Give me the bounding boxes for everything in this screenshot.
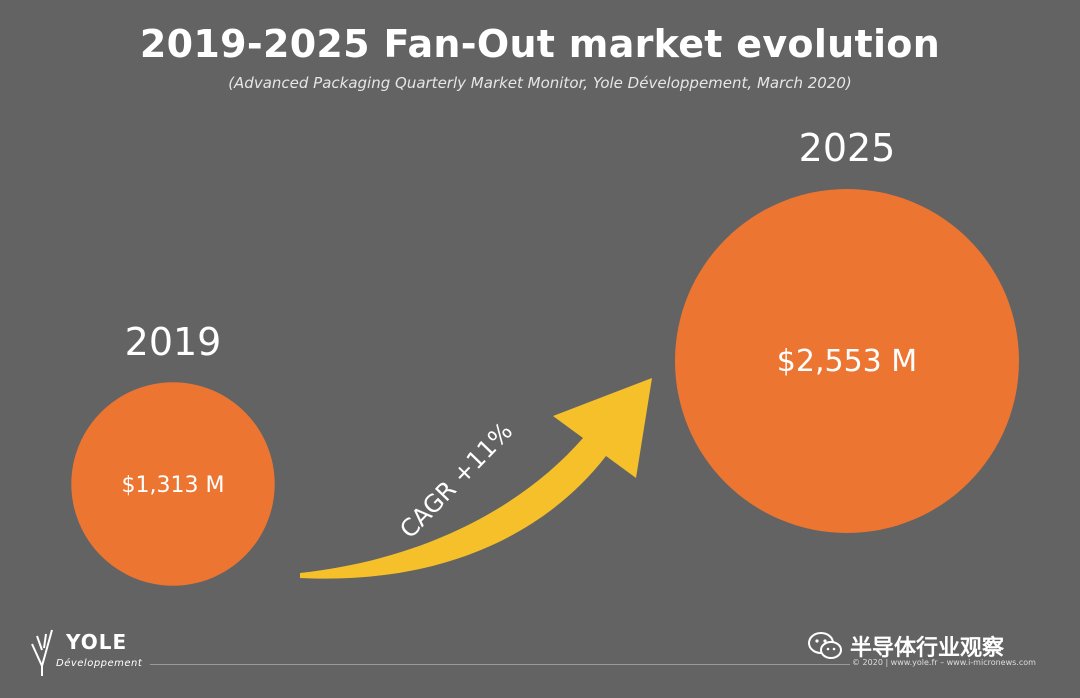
- wechat-watermark: 半导体行业观察: [808, 626, 1004, 666]
- year-label-2019: 2019: [125, 320, 222, 364]
- bubble-2025: [675, 189, 1019, 533]
- logo-name: YOLE: [66, 630, 128, 654]
- wechat-icon: [808, 632, 842, 659]
- growth-arrow: [300, 378, 652, 579]
- copyright-text: © 2020 | www.yole.fr – www.i-micronews.c…: [852, 658, 1036, 667]
- value-label-2019: $1,313 M: [122, 473, 225, 498]
- yole-logo: YOLE Développement: [28, 626, 158, 676]
- yole-logo-icon: [31, 629, 53, 676]
- logo-subtitle: Développement: [56, 658, 143, 669]
- bubble-2019: [71, 382, 275, 586]
- chart-subtitle: (Advanced Packaging Quarterly Market Mon…: [228, 74, 852, 92]
- footer-divider: [150, 664, 850, 665]
- chart-title: 2019-2025 Fan-Out market evolution: [139, 22, 941, 66]
- year-label-2025: 2025: [799, 126, 896, 170]
- watermark-text: 半导体行业观察: [850, 636, 1005, 661]
- value-label-2025: $2,553 M: [777, 344, 917, 379]
